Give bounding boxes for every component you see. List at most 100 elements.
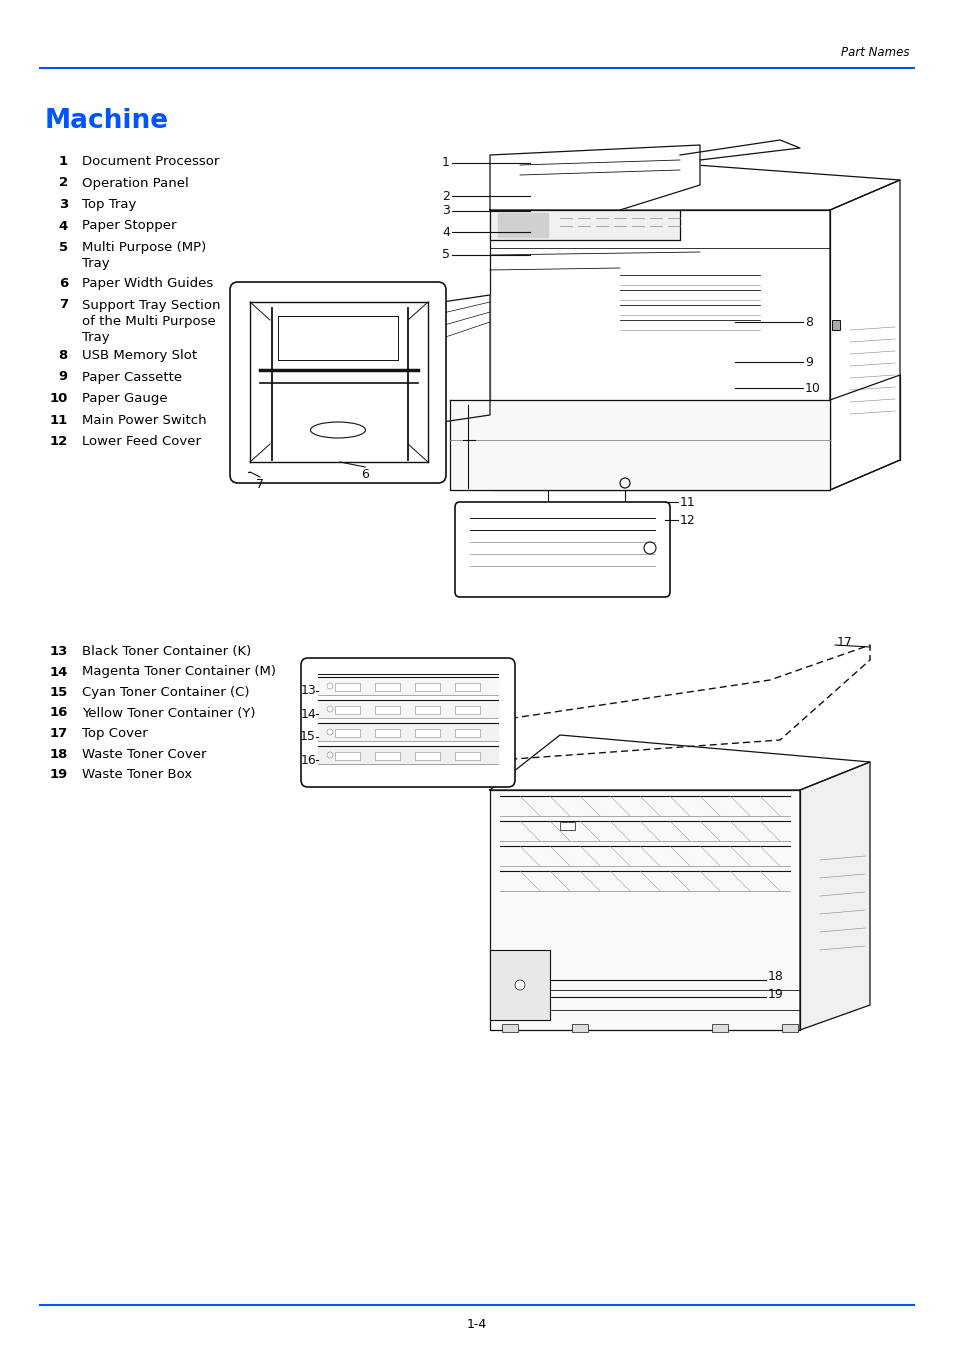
Text: 12: 12 xyxy=(50,435,68,448)
Text: 18: 18 xyxy=(767,971,783,984)
Text: Part Names: Part Names xyxy=(841,46,909,58)
Polygon shape xyxy=(800,761,869,1030)
Text: Multi Purpose (MP)
Tray: Multi Purpose (MP) Tray xyxy=(82,242,206,270)
Text: 7: 7 xyxy=(59,298,68,312)
Circle shape xyxy=(327,752,333,757)
Text: 14: 14 xyxy=(300,707,315,721)
Bar xyxy=(455,729,479,737)
Text: 12: 12 xyxy=(679,513,695,526)
Text: 14: 14 xyxy=(50,666,68,679)
Text: 9: 9 xyxy=(804,355,812,369)
Polygon shape xyxy=(317,701,497,718)
Ellipse shape xyxy=(310,423,365,437)
Text: 15: 15 xyxy=(300,730,315,744)
Text: 5: 5 xyxy=(441,248,450,262)
Text: 7: 7 xyxy=(255,478,264,491)
Text: 18: 18 xyxy=(50,748,68,760)
Text: 19: 19 xyxy=(50,768,68,782)
Text: Paper Stopper: Paper Stopper xyxy=(82,220,176,232)
Text: 5: 5 xyxy=(59,242,68,254)
Text: 3: 3 xyxy=(59,198,68,211)
Polygon shape xyxy=(317,747,497,764)
Text: USB Memory Slot: USB Memory Slot xyxy=(82,350,197,362)
Polygon shape xyxy=(490,211,679,240)
Text: 16: 16 xyxy=(50,706,68,720)
Circle shape xyxy=(327,729,333,734)
Text: 19: 19 xyxy=(767,988,783,1002)
Text: 6: 6 xyxy=(59,277,68,290)
Text: 15: 15 xyxy=(50,686,68,699)
Bar xyxy=(335,752,359,760)
Text: 4: 4 xyxy=(441,225,450,239)
Polygon shape xyxy=(450,400,829,490)
Text: Document Processor: Document Processor xyxy=(82,155,219,167)
Polygon shape xyxy=(388,296,490,431)
Bar xyxy=(455,706,479,714)
Text: Top Tray: Top Tray xyxy=(82,198,136,211)
Text: 1: 1 xyxy=(441,157,450,170)
Text: 6: 6 xyxy=(360,468,369,481)
Text: 3: 3 xyxy=(441,204,450,217)
Text: 2: 2 xyxy=(441,189,450,202)
Text: Paper Cassette: Paper Cassette xyxy=(82,370,182,383)
Bar xyxy=(335,683,359,691)
Text: 1: 1 xyxy=(59,155,68,167)
Text: Waste Toner Box: Waste Toner Box xyxy=(82,768,193,782)
Text: Support Tray Section
of the Multi Purpose
Tray: Support Tray Section of the Multi Purpos… xyxy=(82,298,220,344)
Polygon shape xyxy=(490,950,550,1021)
Text: 10: 10 xyxy=(804,382,820,394)
Text: 13: 13 xyxy=(300,684,315,698)
Text: 9: 9 xyxy=(59,370,68,383)
Text: Yellow Toner Container (Y): Yellow Toner Container (Y) xyxy=(82,706,255,720)
Polygon shape xyxy=(490,790,800,1030)
Text: 13: 13 xyxy=(50,645,68,657)
Bar xyxy=(375,683,399,691)
FancyBboxPatch shape xyxy=(301,657,515,787)
Text: Main Power Switch: Main Power Switch xyxy=(82,413,207,427)
Bar xyxy=(455,752,479,760)
Text: 17: 17 xyxy=(50,728,68,740)
Bar xyxy=(781,1025,797,1031)
FancyBboxPatch shape xyxy=(455,502,669,597)
Text: 4: 4 xyxy=(59,220,68,232)
Text: 11: 11 xyxy=(679,495,695,509)
Circle shape xyxy=(515,980,524,990)
Text: Paper Gauge: Paper Gauge xyxy=(82,392,168,405)
FancyBboxPatch shape xyxy=(230,282,446,483)
Bar xyxy=(572,1025,587,1031)
Bar xyxy=(335,706,359,714)
Bar xyxy=(415,683,439,691)
Text: 17: 17 xyxy=(836,636,852,648)
Text: Cyan Toner Container (C): Cyan Toner Container (C) xyxy=(82,686,250,699)
Bar xyxy=(501,1025,517,1031)
Text: Machine: Machine xyxy=(45,108,169,134)
Bar xyxy=(559,822,575,830)
Polygon shape xyxy=(497,213,547,238)
Text: Lower Feed Cover: Lower Feed Cover xyxy=(82,435,201,448)
Text: 10: 10 xyxy=(50,392,68,405)
Polygon shape xyxy=(317,724,497,741)
Text: Magenta Toner Container (M): Magenta Toner Container (M) xyxy=(82,666,275,679)
Text: Top Cover: Top Cover xyxy=(82,728,148,740)
Text: Waste Toner Cover: Waste Toner Cover xyxy=(82,748,206,760)
Text: Black Toner Container (K): Black Toner Container (K) xyxy=(82,645,251,657)
Text: 8: 8 xyxy=(59,350,68,362)
Bar xyxy=(335,729,359,737)
Bar xyxy=(375,752,399,760)
Text: 16: 16 xyxy=(300,753,315,767)
Polygon shape xyxy=(317,676,497,695)
Bar xyxy=(415,706,439,714)
Bar xyxy=(831,320,840,329)
Bar xyxy=(455,683,479,691)
Text: Paper Width Guides: Paper Width Guides xyxy=(82,277,213,290)
Bar xyxy=(415,729,439,737)
Circle shape xyxy=(327,706,333,711)
Polygon shape xyxy=(490,144,700,211)
Text: 8: 8 xyxy=(804,316,812,328)
Text: 11: 11 xyxy=(50,413,68,427)
Bar xyxy=(375,706,399,714)
Bar xyxy=(375,729,399,737)
Text: 2: 2 xyxy=(59,177,68,189)
Bar xyxy=(711,1025,727,1031)
Bar xyxy=(415,752,439,760)
